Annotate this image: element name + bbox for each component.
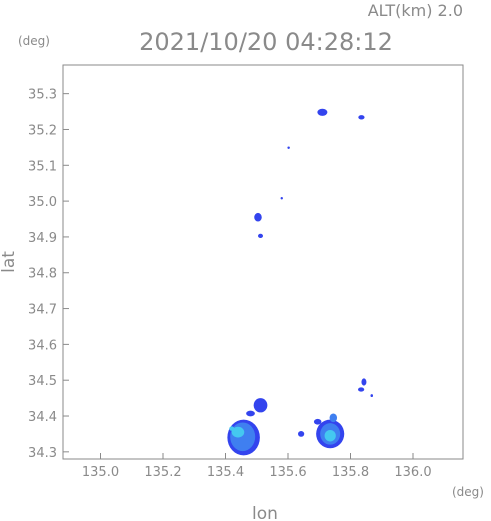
echo-cell bbox=[370, 394, 373, 398]
y-unit-label: (deg) bbox=[18, 34, 50, 48]
y-tick-label: 34.9 bbox=[28, 231, 57, 246]
x-axis-label: lon bbox=[252, 504, 278, 521]
plot-frame bbox=[62, 64, 464, 460]
echo-cell bbox=[231, 426, 245, 438]
y-axis-label: lat bbox=[0, 251, 19, 273]
echo-cell bbox=[246, 410, 255, 417]
x-tick-label: 135.2 bbox=[144, 465, 181, 480]
altitude-label: ALT(km) 2.0 bbox=[368, 1, 463, 20]
echo-cell bbox=[258, 233, 263, 239]
echo-cell bbox=[313, 418, 322, 425]
x-tick-label: 135.4 bbox=[207, 465, 244, 480]
echo-cell bbox=[253, 398, 268, 413]
y-tick-label: 35.1 bbox=[28, 159, 57, 174]
echo-cell bbox=[280, 197, 283, 200]
echo-cell bbox=[230, 422, 256, 452]
echo-cell bbox=[329, 413, 338, 423]
y-tick-label: 35.2 bbox=[28, 123, 57, 138]
echo-layer bbox=[227, 108, 373, 456]
chart-title: 2021/10/20 04:28:12 bbox=[139, 28, 393, 56]
echo-cell bbox=[229, 426, 235, 431]
y-tick-label: 34.8 bbox=[28, 267, 57, 282]
echo-cell bbox=[361, 378, 367, 386]
y-tick-label: 34.3 bbox=[28, 446, 57, 461]
y-tick-label: 34.7 bbox=[28, 303, 57, 318]
x-axis: 135.0 135.2 135.4 135.6 135.8 136.0 bbox=[82, 453, 432, 480]
y-axis: 34.3 34.4 34.5 34.6 34.7 34.8 34.9 35.0 35.1 35.2… bbox=[28, 88, 69, 461]
echo-cell bbox=[317, 108, 328, 116]
x-tick-label: 136.0 bbox=[394, 465, 431, 480]
y-tick-label: 35.3 bbox=[28, 88, 57, 103]
echo-cell bbox=[254, 212, 262, 222]
x-tick-label: 135.0 bbox=[82, 465, 119, 480]
echo-cell bbox=[287, 146, 290, 149]
y-tick-label: 35.0 bbox=[28, 195, 57, 210]
x-tick-label: 135.6 bbox=[269, 465, 306, 480]
echo-cell bbox=[324, 429, 336, 442]
x-unit-label: (deg) bbox=[452, 485, 484, 499]
echo-cell bbox=[358, 115, 365, 120]
echo-cell bbox=[298, 431, 305, 437]
y-tick-label: 34.4 bbox=[28, 410, 57, 425]
y-tick-label: 34.5 bbox=[28, 374, 57, 389]
y-tick-label: 34.6 bbox=[28, 338, 57, 353]
x-tick-label: 135.8 bbox=[332, 465, 369, 480]
echo-cell bbox=[358, 387, 365, 392]
